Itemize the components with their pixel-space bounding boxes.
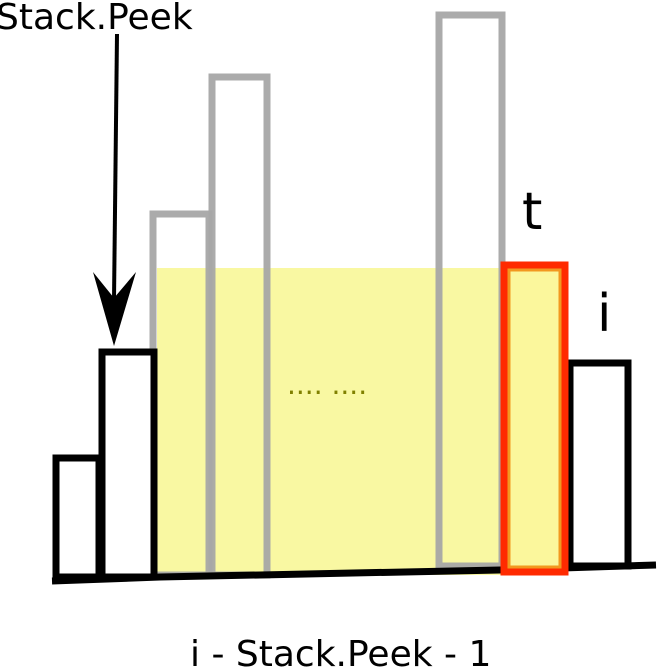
stack-peek-arrow-head: [93, 272, 136, 346]
stack-peek-arrow-shaft: [112, 33, 119, 301]
formula-label: i - Stack.Peek - 1: [190, 634, 491, 668]
stack-peek-bar: [98, 348, 158, 581]
baseline: [51, 561, 657, 585]
t-bar-inner: [507, 268, 562, 569]
stack-peek-label: Stack.Peek: [0, 0, 193, 38]
t-bar: [500, 261, 569, 576]
black-bar-1: [52, 454, 103, 581]
t-label: t: [522, 182, 542, 242]
i-label: i: [597, 284, 611, 344]
i-bar: [566, 359, 632, 570]
dots-label: .... ....: [287, 368, 367, 401]
